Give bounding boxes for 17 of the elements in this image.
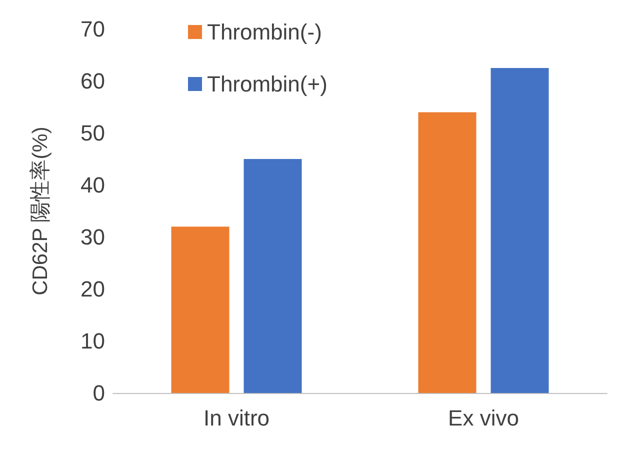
y-tick-label: 20 <box>80 276 105 302</box>
bar <box>418 112 476 393</box>
x-tick-label: Ex vivo <box>448 406 519 430</box>
y-tick-label: 30 <box>80 224 105 250</box>
legend-label: Thrombin(+) <box>207 72 328 96</box>
legend-label: Thrombin(-) <box>207 20 322 44</box>
bar <box>244 159 302 393</box>
y-tick-label: 60 <box>80 68 105 94</box>
y-tick-label: 10 <box>80 328 105 354</box>
y-tick-label: 0 <box>92 380 105 406</box>
y-axis-title: CD62P 陽性率(%) <box>29 126 52 296</box>
y-tick-label: 70 <box>80 16 105 42</box>
x-tick-label: In vitro <box>203 406 270 430</box>
y-tick-label: 40 <box>80 172 105 198</box>
bar <box>490 68 549 393</box>
y-tick-label: 50 <box>80 120 105 146</box>
bar <box>171 226 230 393</box>
